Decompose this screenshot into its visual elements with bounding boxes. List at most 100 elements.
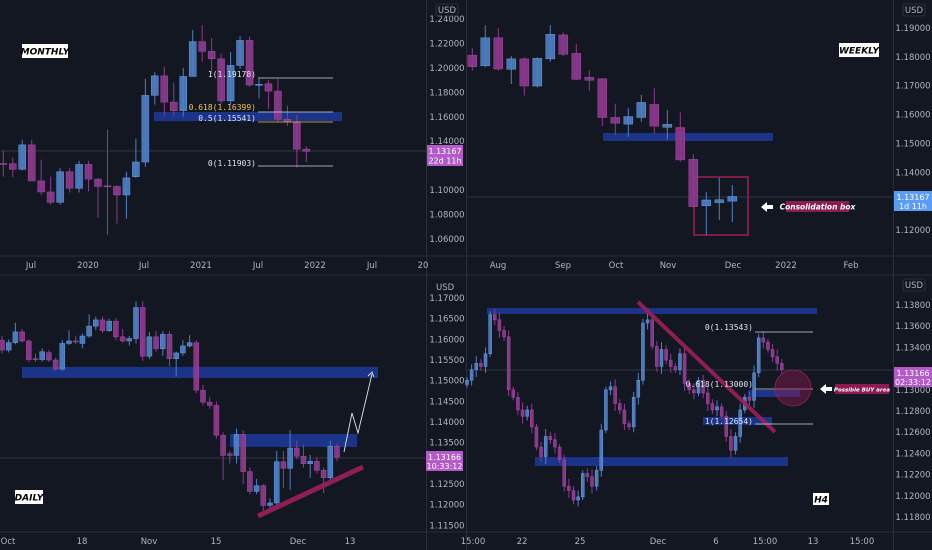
candle[interactable] xyxy=(623,108,634,137)
candle[interactable] xyxy=(273,450,280,505)
candle[interactable] xyxy=(738,403,742,443)
candle[interactable] xyxy=(530,403,534,434)
candle[interactable] xyxy=(79,333,86,349)
candle[interactable] xyxy=(719,403,724,420)
candle[interactable] xyxy=(627,420,631,431)
candle[interactable] xyxy=(664,345,668,365)
candle[interactable] xyxy=(99,316,106,334)
candle[interactable] xyxy=(645,313,650,330)
candle[interactable] xyxy=(9,157,17,178)
candle[interactable] xyxy=(571,43,582,80)
candle[interactable] xyxy=(701,374,705,399)
candle[interactable] xyxy=(668,353,673,373)
weekly-zone[interactable] xyxy=(603,133,773,141)
candle[interactable] xyxy=(151,72,159,105)
candle[interactable] xyxy=(696,377,701,397)
candle[interactable] xyxy=(113,317,119,341)
candle[interactable] xyxy=(502,326,506,342)
candle[interactable] xyxy=(701,192,712,235)
candle[interactable] xyxy=(302,146,311,162)
candle[interactable] xyxy=(710,399,715,415)
buy-area-circle[interactable] xyxy=(774,369,812,407)
candle[interactable] xyxy=(66,330,72,346)
candle[interactable] xyxy=(19,328,25,343)
candle[interactable] xyxy=(166,331,173,367)
candle[interactable] xyxy=(26,339,32,363)
candle[interactable] xyxy=(93,316,99,331)
candle[interactable] xyxy=(146,331,153,360)
candle[interactable] xyxy=(562,454,566,492)
candle[interactable] xyxy=(213,401,220,439)
candle[interactable] xyxy=(752,365,756,408)
candle[interactable] xyxy=(715,400,719,417)
candle[interactable] xyxy=(692,383,696,400)
candle[interactable] xyxy=(673,363,678,373)
candle[interactable] xyxy=(516,391,520,416)
daily-projection-arrow[interactable] xyxy=(343,371,375,453)
candle[interactable] xyxy=(32,353,39,363)
candle[interactable] xyxy=(59,340,66,371)
candle[interactable] xyxy=(247,467,253,495)
candle[interactable] xyxy=(520,402,525,424)
candle[interactable] xyxy=(5,339,12,353)
candle[interactable] xyxy=(594,466,599,491)
candle[interactable] xyxy=(576,490,580,507)
candle[interactable] xyxy=(206,397,213,409)
candle[interactable] xyxy=(236,36,244,70)
h4-time-axis[interactable]: 15:00 22 25 Dec 6 15:00 13 15:00 xyxy=(461,537,875,547)
candle[interactable] xyxy=(170,82,178,117)
candle[interactable] xyxy=(525,405,529,421)
candle[interactable] xyxy=(52,357,59,371)
candle[interactable] xyxy=(465,377,469,388)
candle[interactable] xyxy=(188,30,197,77)
candle[interactable] xyxy=(714,177,725,220)
candle[interactable] xyxy=(597,78,608,127)
weekly-currency-badge[interactable]: USD xyxy=(902,3,926,17)
candle[interactable] xyxy=(590,469,594,494)
candle[interactable] xyxy=(511,386,516,401)
candle[interactable] xyxy=(39,348,45,362)
candle[interactable] xyxy=(226,52,235,105)
candle[interactable] xyxy=(334,443,340,462)
candle[interactable] xyxy=(610,103,621,136)
monthly-supply-zone[interactable] xyxy=(154,112,342,121)
candle[interactable] xyxy=(264,80,273,109)
candle[interactable] xyxy=(761,331,766,349)
candle[interactable] xyxy=(186,335,193,348)
candle[interactable] xyxy=(126,336,133,346)
candle[interactable] xyxy=(571,486,576,505)
candle[interactable] xyxy=(584,70,595,91)
candle[interactable] xyxy=(37,159,45,195)
candle[interactable] xyxy=(756,333,761,378)
candle[interactable] xyxy=(534,423,539,451)
candle[interactable] xyxy=(553,433,557,454)
candle[interactable] xyxy=(106,318,112,332)
candle[interactable] xyxy=(567,478,571,498)
daily-time-axis[interactable]: Oct 18 Nov 15 Dec 13 xyxy=(1,537,356,547)
candle[interactable] xyxy=(65,168,74,193)
candle[interactable] xyxy=(706,385,710,411)
candle[interactable] xyxy=(775,349,779,371)
candle[interactable] xyxy=(780,359,784,374)
candle[interactable] xyxy=(729,429,733,458)
candle[interactable] xyxy=(245,36,254,87)
candle[interactable] xyxy=(133,301,139,344)
candle[interactable] xyxy=(327,440,334,480)
candle[interactable] xyxy=(94,177,102,218)
candle[interactable] xyxy=(480,25,491,68)
candle[interactable] xyxy=(122,171,131,219)
candle[interactable] xyxy=(153,331,159,352)
candle[interactable] xyxy=(86,314,92,338)
candle[interactable] xyxy=(483,347,488,373)
candle[interactable] xyxy=(558,32,569,56)
candle[interactable] xyxy=(180,340,186,356)
h4-currency-badge[interactable]: USD xyxy=(902,278,926,292)
monthly-fib-retracement[interactable]: 1(1.19178) 0.618(1.16399) 0.5(1.15541) 0… xyxy=(189,70,333,168)
candle[interactable] xyxy=(227,450,233,464)
candle[interactable] xyxy=(103,129,112,235)
candle[interactable] xyxy=(506,55,517,84)
candle[interactable] xyxy=(622,403,627,431)
candle[interactable] xyxy=(255,78,263,99)
candle[interactable] xyxy=(18,139,26,171)
candle[interactable] xyxy=(467,48,478,71)
